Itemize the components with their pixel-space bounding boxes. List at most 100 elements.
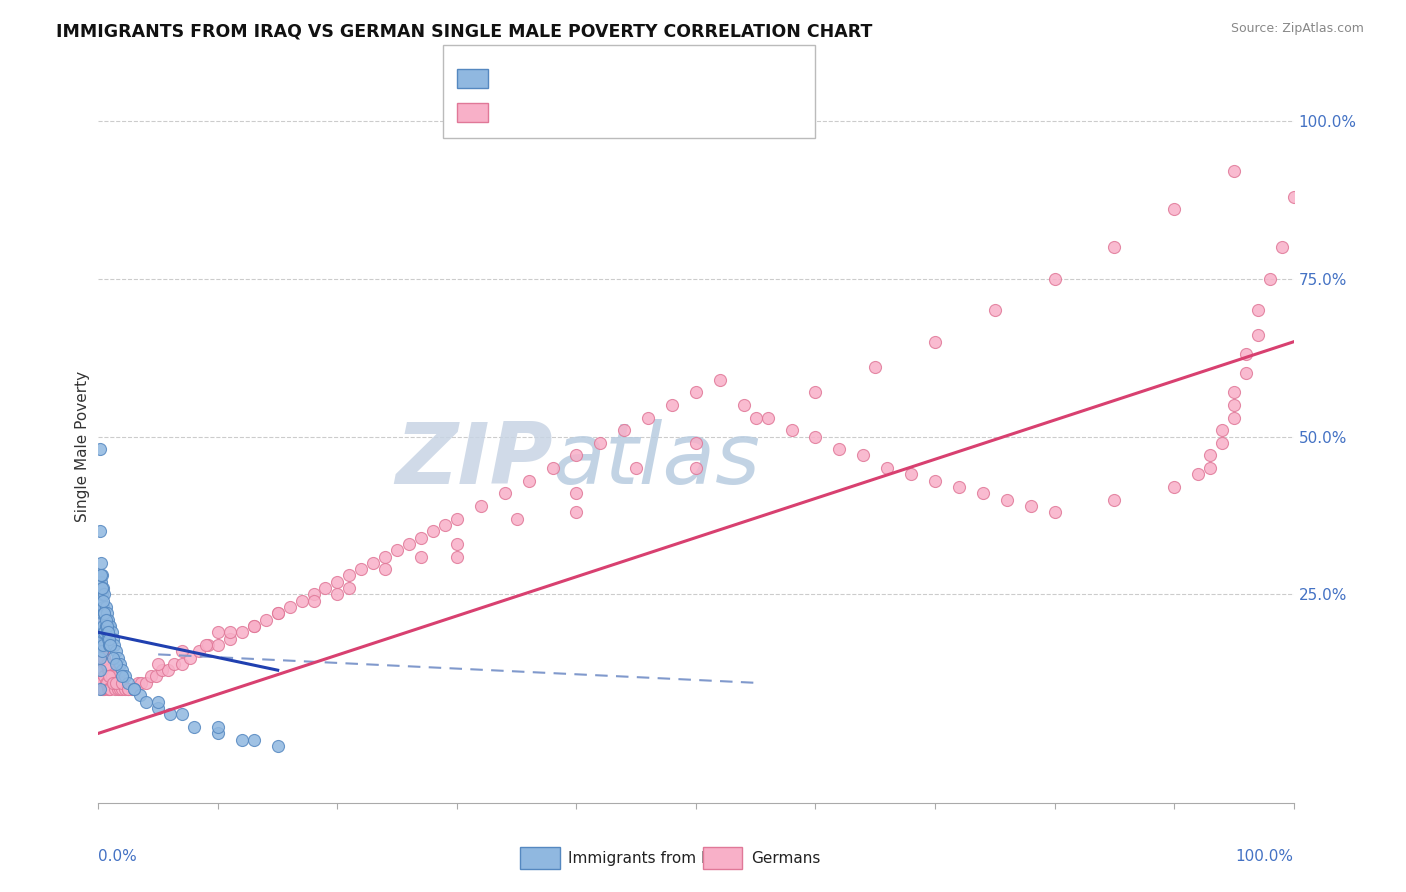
Point [101,632,124,646]
Point [103,638,125,652]
Point [179,650,201,665]
Point [900,467,922,482]
Point [97,625,120,640]
Point [98,682,122,697]
Point [94,613,117,627]
Point [97,663,120,677]
Point [124,682,146,697]
Point [91,587,114,601]
Point [1163,480,1185,494]
Point [93,682,115,697]
Point [105,675,128,690]
Point [661,398,683,412]
Point [129,689,152,703]
Point [90,638,112,652]
Point [326,587,349,601]
Point [446,549,468,564]
Point [89,669,111,683]
Point [1223,164,1246,178]
Point [114,682,136,697]
Text: 0.0%: 0.0% [98,849,138,864]
Point [89,524,111,539]
Point [91,682,114,697]
Point [98,682,121,697]
Point [98,619,121,633]
Point [91,638,114,652]
Point [278,600,301,615]
Point [98,669,122,683]
Point [187,644,209,658]
Point [104,682,127,697]
Point [267,739,290,753]
Point [1271,240,1294,254]
Point [111,675,134,690]
Text: -0.089: -0.089 [548,69,613,87]
Point [374,549,396,564]
Point [1282,189,1305,203]
Point [506,511,529,525]
Point [98,669,121,683]
Point [96,607,118,621]
Point [91,607,114,621]
Point [745,410,768,425]
Point [97,613,120,627]
Point [207,720,229,734]
Point [613,423,636,437]
Text: R =: R = [499,69,538,87]
Point [93,650,115,665]
Point [107,682,129,697]
Point [159,707,181,722]
Point [96,625,118,640]
Point [231,732,253,747]
Point [156,663,179,677]
Point [1211,423,1233,437]
Point [148,701,170,715]
Point [100,669,122,683]
Text: 100.0%: 100.0% [1236,849,1294,864]
Point [709,373,731,387]
Point [117,675,139,690]
Point [94,619,117,633]
Point [127,675,149,690]
Point [107,650,129,665]
Point [197,638,219,652]
Point [172,657,194,671]
Point [101,675,124,690]
Point [685,385,707,400]
Point [434,517,457,532]
Point [90,568,112,582]
Point [94,600,117,615]
Y-axis label: Single Male Poverty: Single Male Poverty [75,370,90,522]
Point [90,657,112,671]
Point [105,657,128,671]
Point [350,562,373,576]
Point [91,644,114,658]
Point [91,568,114,582]
Text: 72: 72 [700,69,725,87]
Point [385,543,409,558]
Point [948,480,970,494]
Point [91,600,114,615]
Point [494,486,516,500]
Point [91,663,114,677]
Point [91,625,114,640]
Point [93,587,115,601]
Point [565,505,588,519]
Point [852,449,875,463]
Point [90,613,112,627]
Point [339,568,361,582]
Point [98,663,121,677]
Text: 0.649: 0.649 [548,103,605,120]
Point [91,581,114,595]
Point [96,657,118,671]
Point [90,574,112,589]
Point [1234,367,1257,381]
Point [117,682,139,697]
Point [148,695,170,709]
Point [93,669,115,683]
Point [984,303,1007,318]
Point [89,442,111,457]
Text: N =: N = [651,69,690,87]
Point [90,632,112,646]
Point [972,486,994,500]
